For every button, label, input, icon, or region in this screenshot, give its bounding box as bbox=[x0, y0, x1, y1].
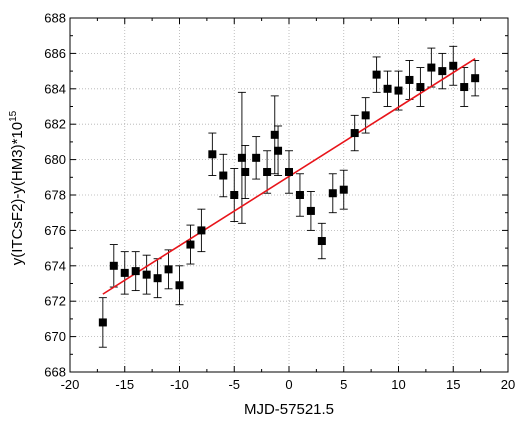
x-tick-label: -10 bbox=[170, 377, 189, 392]
data-point bbox=[164, 265, 173, 274]
y-tick-label: 684 bbox=[44, 81, 66, 96]
y-tick-label: 672 bbox=[44, 294, 66, 309]
data-point bbox=[416, 83, 425, 92]
data-point bbox=[109, 261, 118, 270]
data-point bbox=[383, 84, 392, 93]
fit-line bbox=[102, 58, 476, 295]
y-axis-label-exponent: 15 bbox=[8, 110, 19, 122]
data-point bbox=[339, 185, 348, 194]
x-tick-label: 20 bbox=[501, 377, 515, 392]
x-tick-label: -20 bbox=[61, 377, 80, 392]
data-point bbox=[471, 74, 480, 83]
y-tick-labels: 668 670 672 674 676 678 680 682 684 686 688 bbox=[44, 11, 66, 380]
data-point bbox=[394, 86, 403, 95]
fit-line-group bbox=[102, 58, 476, 295]
data-point bbox=[142, 270, 151, 279]
y-tick-label: 670 bbox=[44, 329, 66, 344]
data-point bbox=[274, 146, 283, 155]
data-point bbox=[328, 189, 337, 198]
data-point bbox=[263, 167, 272, 176]
axis-ticks bbox=[69, 17, 509, 373]
data-point bbox=[285, 167, 293, 176]
data-point bbox=[449, 61, 458, 70]
y-axis-label-main: y(ITCsF2)-y(HM3)*10 bbox=[9, 122, 26, 265]
y-tick-label: 676 bbox=[44, 223, 66, 238]
y-axis-label: y(ITCsF2)-y(HM3)*1015 bbox=[8, 110, 26, 265]
data-point bbox=[372, 70, 381, 79]
data-point bbox=[175, 281, 184, 290]
data-point bbox=[230, 191, 239, 199]
x-tick-label: 0 bbox=[285, 377, 292, 392]
data-point bbox=[219, 171, 228, 180]
x-axis-label: MJD-57521.5 bbox=[244, 401, 334, 418]
data-point bbox=[208, 150, 217, 159]
data-point bbox=[153, 274, 162, 283]
x-tick-label: -15 bbox=[115, 377, 134, 392]
data-point bbox=[438, 67, 447, 76]
data-point bbox=[317, 237, 326, 246]
data-point bbox=[197, 226, 206, 235]
y-tick-label: 668 bbox=[44, 365, 66, 380]
data-point bbox=[306, 206, 315, 215]
y-tick-label: 678 bbox=[44, 188, 66, 203]
x-tick-label: 5 bbox=[340, 377, 347, 392]
y-tick-label: 674 bbox=[44, 258, 66, 273]
data-point bbox=[295, 191, 304, 199]
data-point bbox=[98, 318, 107, 327]
data-point bbox=[237, 153, 246, 162]
data-points bbox=[98, 61, 480, 327]
data-point bbox=[120, 268, 129, 277]
y-tick-label: 686 bbox=[44, 46, 66, 61]
data-point bbox=[186, 240, 195, 249]
y-tick-label: 688 bbox=[44, 11, 66, 26]
data-point bbox=[131, 267, 140, 276]
y-tick-label: 680 bbox=[44, 152, 66, 167]
data-point bbox=[427, 63, 436, 72]
x-tick-labels: -20 -15 -10 -5 0 5 10 15 20 bbox=[61, 377, 516, 392]
data-point bbox=[361, 111, 370, 120]
data-point bbox=[252, 153, 261, 162]
data-point bbox=[460, 83, 469, 92]
data-point bbox=[270, 130, 279, 139]
data-point bbox=[241, 167, 250, 176]
x-tick-label: 10 bbox=[391, 377, 405, 392]
data-point bbox=[350, 129, 359, 138]
x-tick-label: -5 bbox=[228, 377, 240, 392]
y-tick-label: 682 bbox=[44, 117, 66, 132]
data-point bbox=[405, 75, 414, 84]
x-tick-label: 15 bbox=[446, 377, 460, 392]
